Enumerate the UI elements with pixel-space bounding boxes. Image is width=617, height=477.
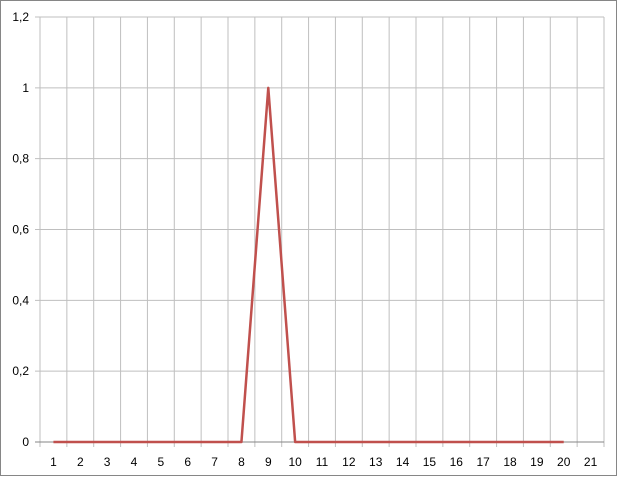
- x-tick-label: 16: [450, 455, 464, 469]
- x-tick-label: 1: [50, 455, 57, 469]
- x-tick-label: 21: [584, 455, 598, 469]
- y-tick-label: 1: [22, 81, 29, 95]
- y-tick-label: 0: [22, 435, 29, 449]
- x-tick-label: 2: [77, 455, 84, 469]
- x-tick-label: 8: [238, 455, 245, 469]
- y-tick-label: 1,2: [12, 10, 29, 24]
- y-tick-label: 0,6: [12, 223, 29, 237]
- x-tick-label: 14: [396, 455, 410, 469]
- x-tick-label: 7: [211, 455, 218, 469]
- x-tick-label: 19: [530, 455, 544, 469]
- series-line: [53, 86, 564, 444]
- x-tick-label: 3: [104, 455, 111, 469]
- x-tick-label: 12: [342, 455, 356, 469]
- x-tick-label: 11: [316, 455, 329, 469]
- x-tick-label: 6: [184, 455, 191, 469]
- x-tick-label: 4: [131, 455, 138, 469]
- y-tick-label: 0,2: [12, 364, 29, 378]
- x-tick-label: 20: [557, 455, 571, 469]
- x-tick-label: 17: [476, 455, 490, 469]
- x-tick-label: 9: [265, 455, 272, 469]
- x-tick-label: 15: [423, 455, 437, 469]
- x-tick-label: 10: [288, 455, 302, 469]
- x-tick-label: 18: [503, 455, 517, 469]
- x-tick-label: 5: [158, 455, 165, 469]
- y-tick-label: 0,4: [12, 293, 29, 307]
- x-tick-label: 13: [369, 455, 383, 469]
- y-tick-label: 0,8: [12, 152, 29, 166]
